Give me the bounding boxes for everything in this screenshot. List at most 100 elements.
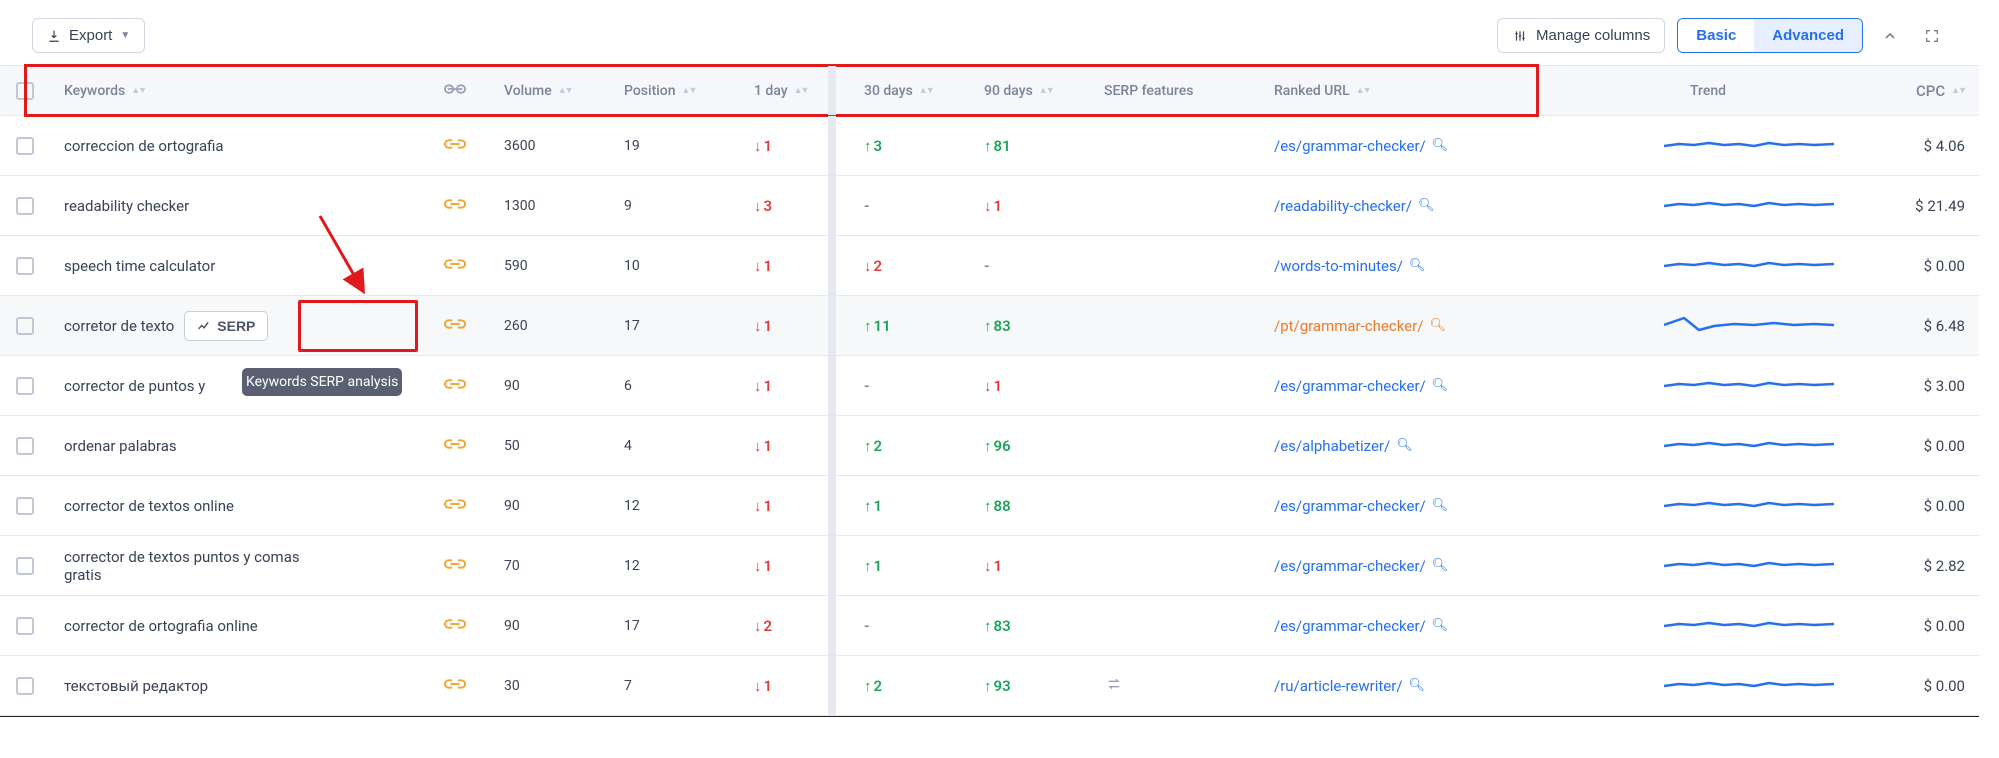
delta-value: ↓1 — [754, 437, 772, 455]
ranked-url-link[interactable]: /es/alphabetizer/ 🔍︎ — [1274, 437, 1413, 455]
table-row: correccion de ortografia 3600 19 ↓1 ↑3 ↑… — [0, 116, 1979, 176]
ranked-url-link[interactable]: /es/grammar-checker/ 🔍︎ — [1274, 497, 1448, 515]
basic-tab[interactable]: Basic — [1678, 19, 1754, 52]
delta-value: ↑93 — [984, 677, 1011, 695]
magnifier-icon: 🔍︎ — [1418, 198, 1435, 213]
volume-value: 260 — [500, 312, 620, 340]
col-volume[interactable]: Volume▲▼ — [500, 77, 620, 105]
table-row: corrector de textos online 90 12 ↓1 ↑1 ↑… — [0, 476, 1979, 536]
manage-columns-button[interactable]: Manage columns — [1497, 18, 1665, 53]
export-button[interactable]: Export ▼ — [32, 18, 145, 53]
row-checkbox[interactable] — [16, 137, 34, 155]
ranked-url-link[interactable]: /ru/article-rewriter/ 🔍︎ — [1274, 677, 1425, 695]
link-icon — [444, 196, 466, 212]
delta-value: ↑2 — [864, 437, 882, 455]
serp-analysis-button[interactable]: SERP — [184, 311, 268, 341]
row-checkbox[interactable] — [16, 617, 34, 635]
row-checkbox[interactable] — [16, 257, 34, 275]
row-checkbox[interactable] — [16, 497, 34, 515]
chevron-up-icon — [1882, 28, 1898, 44]
table-row: ordenar palabras 50 4 ↓1 ↑2 ↑96 /es/alph… — [0, 416, 1979, 476]
magnifier-icon: 🔍︎ — [1429, 318, 1446, 333]
trend-icon — [197, 319, 211, 333]
volume-value: 30 — [500, 672, 620, 700]
volume-value: 50 — [500, 432, 620, 460]
sort-icon: ▲▼ — [794, 85, 808, 96]
volume-value: 70 — [500, 552, 620, 580]
delta-value: ↓1 — [984, 197, 1002, 215]
col-ranked-url[interactable]: Ranked URL▲▼ — [1270, 77, 1660, 105]
ranked-url-link[interactable]: /es/grammar-checker/ 🔍︎ — [1274, 377, 1448, 395]
position-value: 19 — [620, 132, 750, 160]
trend-sparkline — [1660, 186, 1890, 226]
row-checkbox[interactable] — [16, 197, 34, 215]
keyword-text: ordenar palabras — [64, 437, 177, 455]
row-checkbox[interactable] — [16, 677, 34, 695]
ranked-url-link[interactable]: /es/grammar-checker/ 🔍︎ — [1274, 557, 1448, 575]
sort-icon: ▲▼ — [558, 85, 572, 96]
position-value: 4 — [620, 432, 750, 460]
download-icon — [47, 29, 61, 43]
column-separator — [828, 356, 836, 415]
col-keywords[interactable]: Keywords▲▼ — [60, 77, 440, 105]
magnifier-icon: 🔍︎ — [1432, 138, 1449, 153]
delta-value: ↑88 — [984, 497, 1011, 515]
column-separator — [828, 296, 836, 355]
table-row: текстовый редактор 30 7 ↓1 ↑2 ↑93 /ru/ar… — [0, 656, 1979, 716]
serp-feature-cell — [1100, 500, 1270, 512]
table-row: corrector de ortografia online 90 17 ↓2 … — [0, 596, 1979, 656]
link-icon — [444, 376, 466, 392]
delta-value: ↑83 — [984, 317, 1011, 335]
cpc-value: $ 0.00 — [1890, 611, 1979, 641]
table-row: corretor de texto SERP 260 17 ↓1 ↑11 ↑83… — [0, 296, 1979, 356]
ranked-url-link[interactable]: /pt/grammar-checker/ 🔍︎ — [1274, 317, 1446, 335]
trend-sparkline — [1660, 606, 1890, 646]
position-value: 7 — [620, 672, 750, 700]
trend-sparkline — [1660, 126, 1890, 166]
column-separator — [828, 66, 836, 115]
view-mode-toggle: Basic Advanced — [1677, 18, 1863, 53]
col-link-icon — [440, 76, 500, 106]
keyword-text: corretor de texto — [64, 317, 174, 335]
ranked-url-link[interactable]: /es/grammar-checker/ 🔍︎ — [1274, 137, 1448, 155]
cpc-value: $ 4.06 — [1890, 131, 1979, 161]
row-checkbox[interactable] — [16, 377, 34, 395]
collapse-button[interactable] — [1875, 21, 1905, 51]
col-90days[interactable]: 90 days▲▼ — [980, 77, 1100, 105]
column-separator — [828, 176, 836, 235]
magnifier-icon: 🔍︎ — [1409, 258, 1426, 273]
delta-value: ↓1 — [754, 137, 772, 155]
row-checkbox[interactable] — [16, 437, 34, 455]
fullscreen-button[interactable] — [1917, 21, 1947, 51]
col-position[interactable]: Position▲▼ — [620, 77, 750, 105]
delta-value: ↓1 — [754, 677, 772, 695]
delta-value: ↓1 — [754, 317, 772, 335]
col-30days[interactable]: 30 days▲▼ — [860, 77, 980, 105]
link-icon — [444, 316, 466, 332]
select-all-checkbox[interactable] — [16, 82, 34, 100]
col-1day[interactable]: 1 day▲▼ — [750, 77, 860, 105]
row-checkbox[interactable] — [16, 317, 34, 335]
advanced-tab[interactable]: Advanced — [1754, 19, 1862, 52]
column-separator — [828, 656, 836, 715]
keyword-text: correccion de ortografia — [64, 137, 224, 155]
position-value: 10 — [620, 252, 750, 280]
delta-value: ↑83 — [984, 617, 1011, 635]
col-cpc[interactable]: CPC▲▼ — [1890, 76, 1979, 106]
cpc-value: $ 0.00 — [1890, 671, 1979, 701]
sort-icon: ▲▼ — [682, 85, 696, 96]
ranked-url-link[interactable]: /words-to-minutes/ 🔍︎ — [1274, 257, 1425, 275]
serp-feature-cell — [1100, 620, 1270, 632]
ranked-url-link[interactable]: /es/grammar-checker/ 🔍︎ — [1274, 617, 1448, 635]
trend-sparkline — [1660, 426, 1890, 466]
ranked-url-link[interactable]: /readability-checker/ 🔍︎ — [1274, 197, 1435, 215]
keyword-text: corrector de ortografia online — [64, 617, 258, 635]
delta-value: - — [864, 197, 870, 215]
position-value: 12 — [620, 552, 750, 580]
row-checkbox[interactable] — [16, 557, 34, 575]
link-icon — [444, 616, 466, 632]
cpc-value: $ 2.82 — [1890, 551, 1979, 581]
delta-value: ↓3 — [754, 197, 772, 215]
column-separator — [828, 416, 836, 475]
magnifier-icon: 🔍︎ — [1396, 438, 1413, 453]
